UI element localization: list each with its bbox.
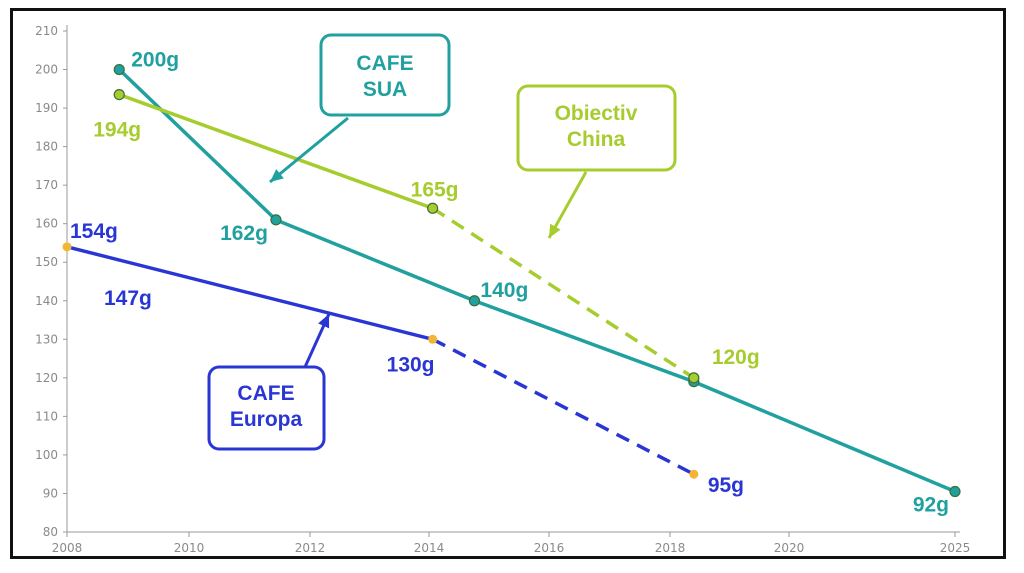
data-label: 95g	[708, 474, 744, 497]
callout-arrowhead	[270, 169, 284, 182]
data-markers	[62, 63, 961, 498]
x-tick-label: 2018	[655, 541, 686, 555]
callout-text: Obiectiv	[555, 102, 638, 125]
y-tick-label: 90	[43, 486, 58, 500]
y-tick-label: 200	[35, 63, 58, 77]
y-tick-label: 110	[35, 409, 58, 423]
data-point	[113, 88, 125, 101]
y-tick-label: 150	[35, 255, 58, 269]
x-tick-label: 2014	[414, 541, 445, 555]
y-tick-label: 180	[35, 140, 58, 154]
callout-arrowhead	[549, 223, 561, 238]
x-tick-label: 2016	[534, 541, 565, 555]
chart-frame	[10, 8, 1006, 559]
callout-arrowhead	[318, 314, 330, 329]
callout-box-0	[319, 33, 451, 117]
y-tick-label: 190	[35, 101, 58, 115]
y-tick-label: 130	[35, 332, 58, 346]
series-projection-2	[431, 337, 695, 476]
callout-box-2	[207, 365, 326, 451]
x-tick-label: 2020	[774, 541, 805, 555]
axes: 210 200 190 180 170 160 150 140 130 120 110 100 90 80…	[35, 24, 970, 555]
data-label: 140g	[480, 279, 528, 302]
y-tick-label: 170	[35, 178, 58, 192]
callout-text: CAFE	[356, 52, 413, 75]
y-tick-label: 210	[35, 24, 58, 38]
data-label: 194g	[93, 119, 141, 142]
data-point	[62, 242, 72, 252]
data-label: 162g	[220, 222, 268, 245]
data-point	[427, 202, 439, 214]
data-point	[270, 214, 282, 226]
data-labels: 200g 162g 140g 92g 194g 165g 120g 154g 130g 95g 14…	[70, 49, 949, 517]
callout-text: CAFE	[237, 382, 294, 405]
y-tick-label: 160	[35, 217, 58, 231]
x-tick-label: 2008	[52, 541, 83, 555]
x-tick-label: 2025	[940, 541, 971, 555]
series-projection-1	[431, 206, 695, 380]
data-label: 154g	[70, 220, 118, 243]
series-line-1	[117, 92, 435, 211]
data-label: 165g	[411, 178, 459, 201]
data-label: 200g	[131, 49, 179, 72]
x-tick-label: 2010	[174, 541, 205, 555]
callout-text: Europa	[230, 408, 303, 431]
callouts: CAFE SUA Obiectiv China CAFE Europa	[207, 33, 677, 451]
callout-text: SUA	[363, 78, 407, 101]
data-label: 92g	[913, 494, 949, 517]
data-point	[468, 295, 481, 307]
y-tick-label: 100	[35, 448, 58, 462]
data-point	[428, 334, 438, 344]
series-line-2	[65, 245, 435, 342]
data-point	[688, 372, 700, 384]
y-tick-label: 80	[43, 525, 58, 539]
x-tick-label: 2012	[295, 541, 326, 555]
data-point	[949, 485, 961, 498]
y-tick-label: 140	[35, 294, 58, 308]
data-label: 147g	[104, 287, 152, 310]
callout-box-1	[516, 84, 677, 172]
data-label: 120g	[712, 346, 760, 369]
callout-arrow-line	[269, 116, 349, 184]
data-label: 130g	[387, 353, 435, 376]
data-point	[689, 469, 699, 479]
callout-text: China	[567, 128, 626, 151]
data-point	[113, 63, 125, 76]
y-tick-label: 120	[35, 371, 58, 385]
